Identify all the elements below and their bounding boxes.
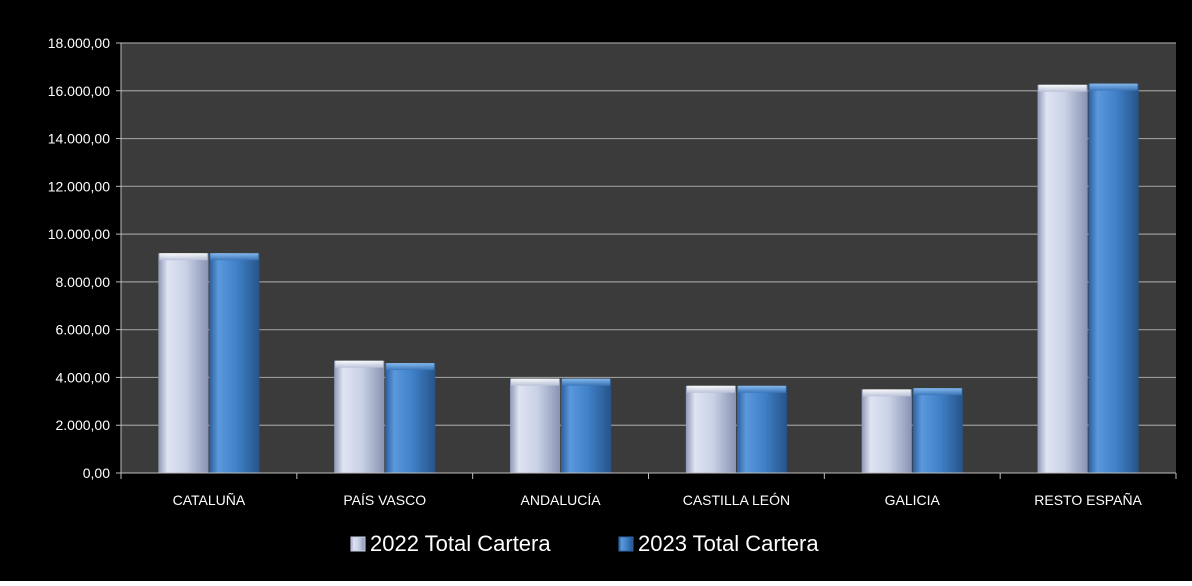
bar-series-2: [209, 253, 260, 473]
x-tick-label: CASTILLA LEÓN: [683, 492, 790, 508]
axes: 0,00 2.000,00 4.000,00 6.000,00 8.000,00 10.0…: [48, 35, 1177, 508]
legend-swatch: [350, 536, 366, 552]
bar-series-2: [736, 385, 787, 473]
legend-label: 2023 Total Cartera: [638, 531, 819, 556]
bar-bevel: [562, 378, 611, 386]
bar-series-1: [1037, 84, 1088, 474]
y-tick-label: 16.000,00: [48, 83, 110, 99]
x-tick-label: PAÍS VASCO: [343, 492, 426, 508]
x-tick-label: ANDALUCÍA: [521, 492, 602, 508]
bar-series-2: [1088, 83, 1139, 473]
bar-bevel: [386, 363, 435, 371]
bar-bevel: [737, 385, 786, 393]
bar-bevel: [335, 360, 384, 368]
bar-series-2: [561, 378, 612, 473]
y-tick-label: 2.000,00: [56, 417, 111, 433]
bar-bevel: [210, 253, 259, 261]
bar-series-1: [510, 378, 561, 473]
bars: [158, 83, 1139, 474]
legend-label: 2022 Total Cartera: [370, 531, 551, 556]
bar-series-1: [334, 360, 385, 473]
x-tick-label: RESTO ESPAÑA: [1034, 492, 1142, 508]
y-tick-label: 6.000,00: [56, 322, 111, 338]
bar-bevel: [686, 385, 735, 393]
x-tick-label: CATALUÑA: [173, 492, 246, 508]
bar-series-1: [158, 253, 209, 473]
bar-bevel: [159, 253, 208, 261]
y-tick-label: 18.000,00: [48, 35, 110, 51]
y-tick-label: 14.000,00: [48, 131, 110, 147]
bar-bevel: [1038, 84, 1087, 92]
y-tick-label: 0,00: [83, 465, 110, 481]
bar-bevel: [1089, 83, 1138, 91]
bar-bevel: [913, 388, 962, 396]
bar-series-2: [912, 388, 963, 473]
bar-series-1: [685, 385, 736, 473]
bar-series-2: [385, 363, 436, 473]
gridlines: [121, 42, 1176, 426]
y-tick-label: 4.000,00: [56, 369, 111, 385]
bar-bevel: [862, 389, 911, 397]
legend-swatch: [618, 536, 634, 552]
y-tick-label: 10.000,00: [48, 226, 110, 242]
legend: 2022 Total Cartera 2023 Total Cartera: [350, 531, 819, 556]
y-tick-label: 12.000,00: [48, 178, 110, 194]
bar-bevel: [511, 378, 560, 386]
x-tick-label: GALICIA: [885, 492, 941, 508]
y-tick-label: 8.000,00: [56, 274, 111, 290]
plot-area: [121, 43, 1176, 473]
bar-series-1: [861, 389, 912, 473]
